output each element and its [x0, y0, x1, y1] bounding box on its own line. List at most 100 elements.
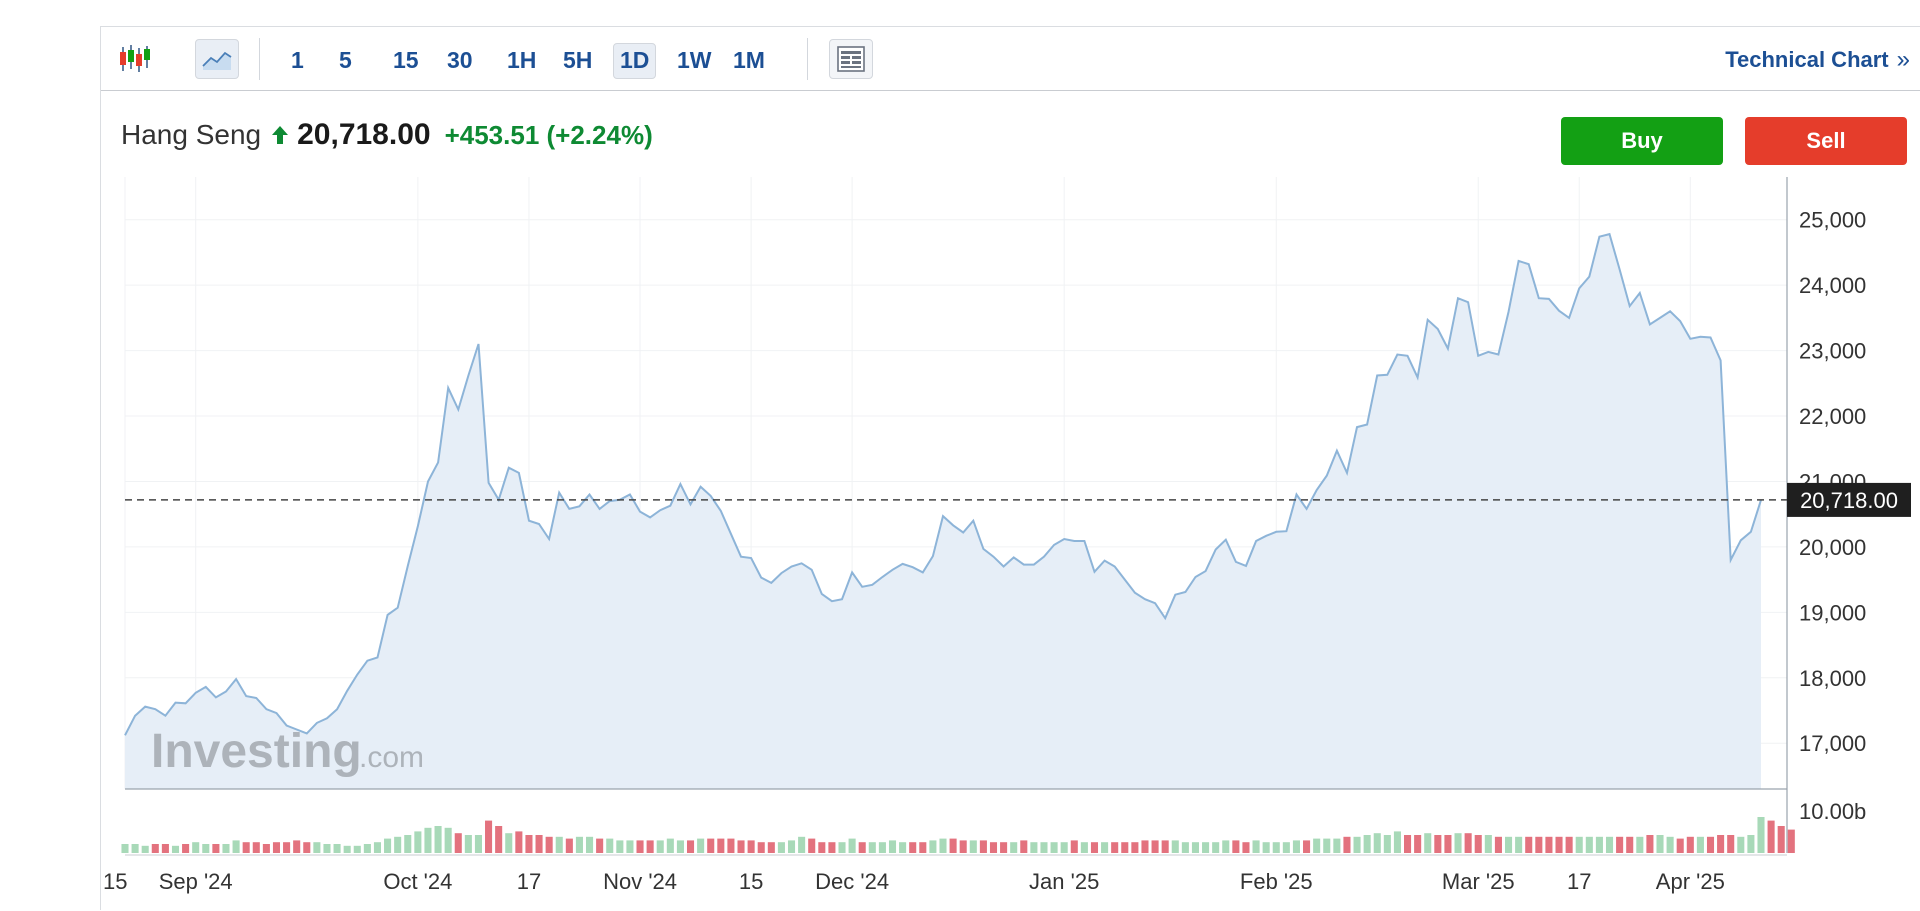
volume-bar	[1373, 833, 1381, 853]
volume-bar	[464, 835, 472, 853]
volume-bar	[232, 840, 240, 853]
volume-bar	[1101, 842, 1109, 853]
volume-bar	[192, 842, 200, 853]
y-tick-label: 23,000	[1799, 339, 1866, 364]
volume-bar	[474, 835, 482, 853]
current-value-label: 20,718.00	[1800, 488, 1898, 513]
volume-bar	[1161, 840, 1169, 853]
volume-bar	[707, 838, 715, 853]
sell-button[interactable]: Sell	[1745, 117, 1907, 165]
volume-bar	[1595, 836, 1603, 853]
volume-bar	[1646, 835, 1654, 853]
volume-bar	[828, 842, 836, 853]
volume-bar	[818, 842, 826, 853]
volume-bar	[1222, 840, 1230, 853]
volume-bar	[515, 831, 523, 853]
volume-bar	[1383, 835, 1391, 853]
y-tick-label: 22,000	[1799, 404, 1866, 429]
x-tick-label: Oct '24	[383, 869, 452, 894]
volume-bar	[1555, 836, 1563, 853]
volume-bar	[444, 827, 452, 853]
x-tick-label: Dec '24	[815, 869, 889, 894]
volume-bar	[1080, 842, 1088, 853]
volume-bar	[1323, 838, 1331, 853]
interval-30[interactable]: 30	[447, 47, 473, 73]
price-change: +453.51 (+2.24%)	[444, 119, 653, 150]
volume-bar	[1020, 840, 1028, 853]
volume-bar	[939, 838, 947, 853]
volume-bar	[1565, 836, 1573, 853]
volume-bar	[1656, 835, 1664, 853]
volume-bar	[969, 840, 977, 853]
volume-bar	[1464, 833, 1472, 853]
volume-bar	[1525, 836, 1533, 853]
candlestick-icon[interactable]	[113, 39, 157, 79]
volume-bar	[434, 826, 442, 853]
volume-bar	[1747, 835, 1755, 853]
x-tick-label: Feb '25	[1240, 869, 1313, 894]
interval-1w[interactable]: 1W	[677, 47, 712, 73]
interval-1m[interactable]: 1M	[733, 47, 765, 73]
volume-bar	[555, 836, 563, 853]
volume-bar	[1202, 842, 1210, 853]
toolbar-divider	[259, 38, 260, 80]
volume-bar	[1353, 836, 1361, 853]
x-tick-label: Apr '25	[1656, 869, 1725, 894]
volume-bar	[272, 842, 281, 853]
volume-bar	[151, 844, 159, 853]
volume-bar	[1303, 840, 1311, 853]
volume-bar	[1585, 836, 1593, 853]
volume-bar	[1444, 835, 1452, 853]
volume-bar	[1242, 842, 1250, 853]
volume-bar	[565, 838, 573, 853]
volume-bar	[787, 840, 796, 853]
interval-5h[interactable]: 5H	[563, 47, 593, 73]
interval-15[interactable]: 15	[393, 47, 419, 73]
volume-bar	[798, 836, 806, 853]
price-line	[124, 232, 1762, 736]
volume-bar	[353, 845, 361, 853]
volume-bar	[505, 833, 513, 853]
volume-bar	[1000, 842, 1008, 853]
volume-bar	[878, 842, 886, 853]
area-chart-icon[interactable]	[195, 39, 239, 79]
volume-bar	[212, 844, 220, 853]
interval-1d[interactable]: 1D	[613, 43, 657, 79]
interval-1[interactable]: 1	[291, 47, 304, 73]
volume-bar	[1484, 835, 1492, 853]
current-value-badge	[1787, 482, 1911, 517]
layout-icon[interactable]	[829, 39, 873, 79]
x-tick-label: Mar '25	[1442, 869, 1515, 894]
y-tick-label: 19,000	[1799, 600, 1866, 625]
y-tick-label: 17,000	[1799, 731, 1866, 756]
price-chart[interactable]: 17,00018,00019,00020,00021,00022,00023,0…	[101, 27, 1920, 911]
volume-bar	[868, 842, 876, 853]
interval-1h[interactable]: 1H	[507, 47, 537, 73]
volume-bar	[1131, 842, 1139, 853]
volume-bar	[293, 840, 301, 853]
volume-bar	[1333, 838, 1341, 853]
volume-bar	[1424, 833, 1432, 853]
volume-bar	[394, 836, 402, 853]
y-tick-label: 20,000	[1799, 535, 1866, 560]
volume-bar	[686, 840, 695, 853]
technical-chart-link[interactable]: Technical Chart »	[1725, 43, 1910, 77]
buy-button[interactable]: Buy	[1561, 117, 1723, 165]
volume-bar	[495, 826, 503, 853]
volume-bar	[959, 840, 967, 853]
volume-bar	[1616, 836, 1624, 853]
volume-bar	[1393, 831, 1401, 853]
volume-bar	[606, 838, 614, 853]
interval-5[interactable]: 5	[339, 47, 352, 73]
volume-bar	[1454, 833, 1462, 853]
x-tick-label: Jan '25	[1029, 869, 1099, 894]
volume-bar	[1282, 842, 1290, 853]
volume-bar	[343, 845, 351, 853]
volume-bar	[1474, 835, 1482, 853]
volume-bar	[373, 842, 382, 853]
volume-bar	[1767, 820, 1775, 853]
volume-bar	[485, 820, 493, 853]
volume-bar	[888, 840, 897, 853]
investing-watermark-suffix: .com	[359, 741, 424, 774]
volume-bar	[1060, 842, 1068, 853]
